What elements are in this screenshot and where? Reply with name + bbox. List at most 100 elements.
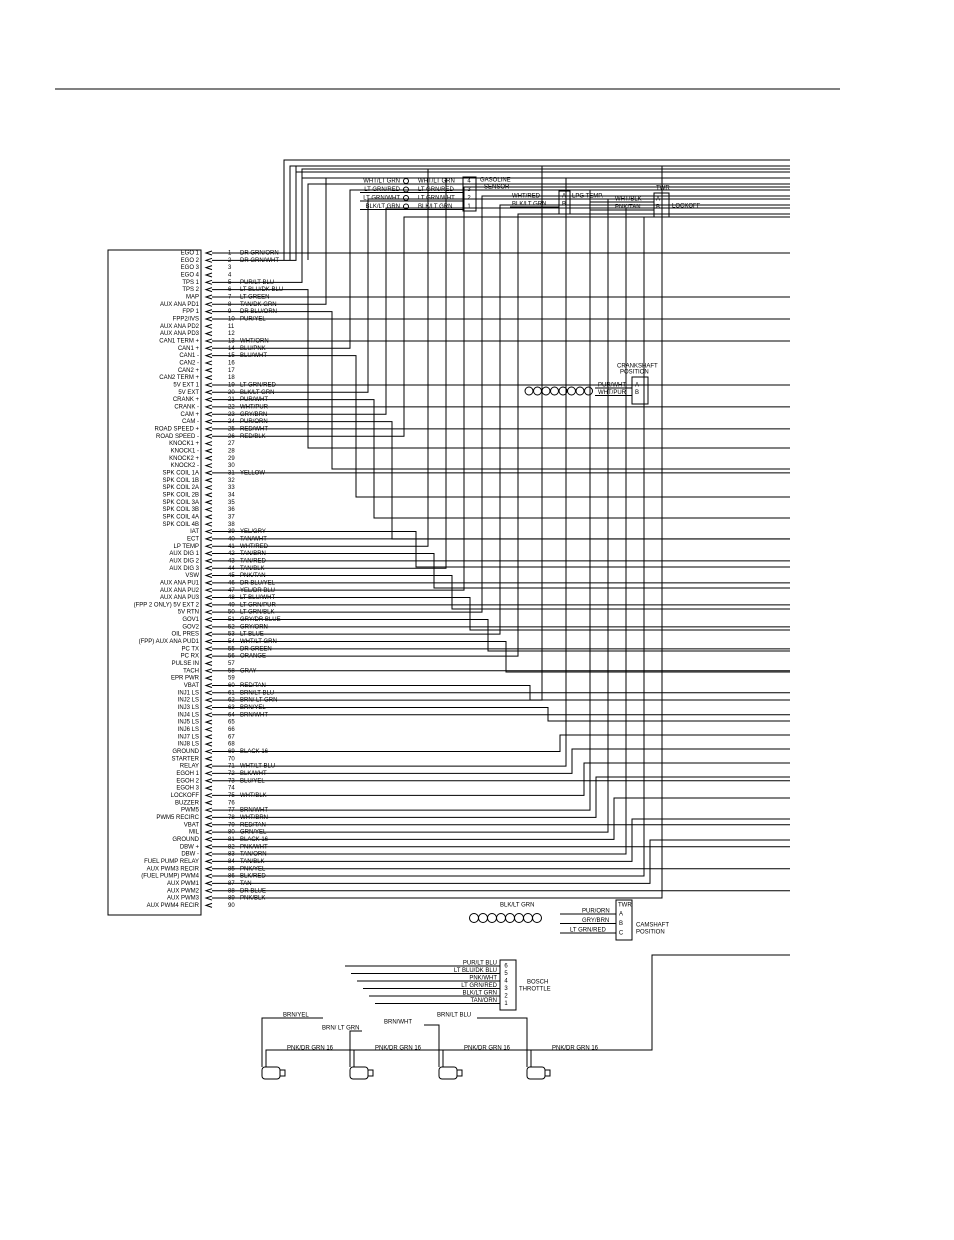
wire-label: WHT/PUR xyxy=(240,405,269,411)
pin-number: 2 xyxy=(228,258,232,264)
pin-name: FPP 1 xyxy=(182,309,199,315)
pin-label: 6 xyxy=(504,964,508,970)
wire-label: LT GRN/RED xyxy=(240,383,276,389)
pin-name: 5V EXT xyxy=(178,390,199,396)
pin-arrow xyxy=(204,558,213,564)
pin-arrow xyxy=(204,316,213,322)
wire xyxy=(212,168,790,547)
pin-arrow xyxy=(204,712,213,718)
coil xyxy=(523,913,533,923)
pin-name: AUX DIG 3 xyxy=(169,566,199,572)
wire-label: LT GRN/RED xyxy=(461,983,497,989)
pin-arrow xyxy=(204,573,213,578)
pin-arrow xyxy=(204,866,213,872)
pin-arrow xyxy=(204,323,213,329)
pin-label: C xyxy=(619,931,624,937)
pin-name: ROAD SPEED + xyxy=(154,426,199,432)
pin-label: A xyxy=(562,194,566,200)
pin-label: 5 xyxy=(504,971,508,977)
wire-label: PNK/BLK xyxy=(240,896,265,902)
pin-label: 3 xyxy=(467,187,471,193)
pin-name: AUX ANA PD2 xyxy=(160,324,200,330)
pin-name: GROUND xyxy=(172,837,199,843)
title: SENSOR xyxy=(484,185,510,191)
wire-label: BLK/LT GRN xyxy=(500,903,534,909)
pin-arrow xyxy=(204,463,213,469)
pin-arrow xyxy=(204,595,213,600)
pin-arrow xyxy=(204,433,213,439)
coil xyxy=(533,386,542,396)
pin-name: GOV2 xyxy=(182,624,199,630)
pin-name: OIL PRES xyxy=(172,632,199,638)
coil xyxy=(487,913,497,923)
wire-label: WHT/LT GRN xyxy=(363,179,400,185)
wire xyxy=(212,204,790,635)
pin-number: 84 xyxy=(228,859,235,865)
wire-label: WHT/BRN xyxy=(240,815,268,821)
pin-name: EGO 3 xyxy=(181,265,200,271)
pin-number: 46 xyxy=(228,580,235,586)
wire-label: BLACK 16 xyxy=(240,837,269,843)
pin-arrow xyxy=(204,536,213,542)
pin-number: 3 xyxy=(228,265,232,271)
pin-number: 36 xyxy=(228,507,235,513)
wire xyxy=(442,1049,535,1067)
title: CRANKSHAFT xyxy=(617,364,658,370)
pin-name: CAM - xyxy=(182,419,199,425)
wire xyxy=(261,1017,323,1067)
pin-number: 64 xyxy=(228,712,235,718)
pin-name: AUX PWM1 xyxy=(167,881,200,887)
pin-arrow xyxy=(204,279,213,285)
pin-number: 48 xyxy=(228,595,235,601)
wire xyxy=(212,748,790,774)
pin-arrow xyxy=(204,646,213,652)
pin-number: 32 xyxy=(228,478,235,484)
wire-label: WHT/BLK xyxy=(615,197,642,203)
wire-label: BLU/PNK xyxy=(240,346,266,352)
pin-name: SPK COIL 4A xyxy=(163,514,199,520)
pin-arrow xyxy=(204,309,213,315)
pin-number: 51 xyxy=(228,617,235,623)
pin-number: 39 xyxy=(228,529,235,535)
wire-label: LT BLU/DK BLU xyxy=(454,968,497,974)
pin-number: 6 xyxy=(228,287,232,293)
pin-number: 78 xyxy=(228,815,235,821)
wire-label: GRY/ORN xyxy=(240,624,268,630)
wire-label: PUR/WHT xyxy=(598,383,626,389)
pin-number: 90 xyxy=(228,903,235,909)
wire-label: LT BLUE xyxy=(240,632,264,638)
pin-arrow xyxy=(204,748,213,754)
wire-label: BRN/WHT xyxy=(384,1020,412,1026)
pin-arrow xyxy=(204,639,213,644)
pin-name: PWM5 xyxy=(181,808,200,814)
pin-name: SPK COIL 2B xyxy=(163,492,199,498)
pin-number: 79 xyxy=(228,822,235,828)
pin-arrow xyxy=(204,492,213,498)
pin-arrow xyxy=(204,726,213,732)
wire-label: BRN/YEL xyxy=(283,1013,309,1019)
wire-label: LT BLU/WHT xyxy=(240,595,275,601)
wire-label: BLK/LT GRN xyxy=(240,390,274,396)
wire-label: PNK/TAN xyxy=(240,573,266,579)
wire xyxy=(283,159,790,260)
wire-label: RED/TAN xyxy=(240,822,266,828)
pin-number: 15 xyxy=(228,353,235,359)
pin-arrow xyxy=(204,807,213,813)
pin-number: 66 xyxy=(228,727,235,733)
wire-label: WHT/PUR xyxy=(598,390,627,396)
wire-label: GRY/BRN xyxy=(582,918,609,924)
pin-arrow xyxy=(204,829,213,835)
wire-label: LT GREEN xyxy=(240,295,269,301)
wire-label: BRN/WHT xyxy=(240,712,268,718)
wire xyxy=(212,818,790,862)
pin-name: FUEL PUMP RELAY xyxy=(144,859,199,865)
pin-arrow xyxy=(204,851,213,857)
pin-name: LP TEMP xyxy=(174,544,199,550)
pin-number: 77 xyxy=(228,808,235,814)
pin-arrow xyxy=(204,507,213,513)
pin-label: B xyxy=(635,390,639,396)
wire-label: WHT/LT GRN xyxy=(240,639,277,645)
wire-label: LT GRN/WHT xyxy=(418,196,455,202)
pin-number: 56 xyxy=(228,654,235,660)
pin-arrow xyxy=(204,785,213,791)
